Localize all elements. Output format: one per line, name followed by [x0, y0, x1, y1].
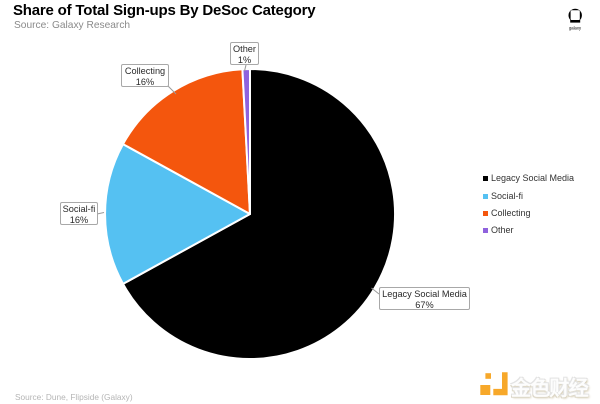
svg-text:galaxy: galaxy [569, 26, 582, 31]
